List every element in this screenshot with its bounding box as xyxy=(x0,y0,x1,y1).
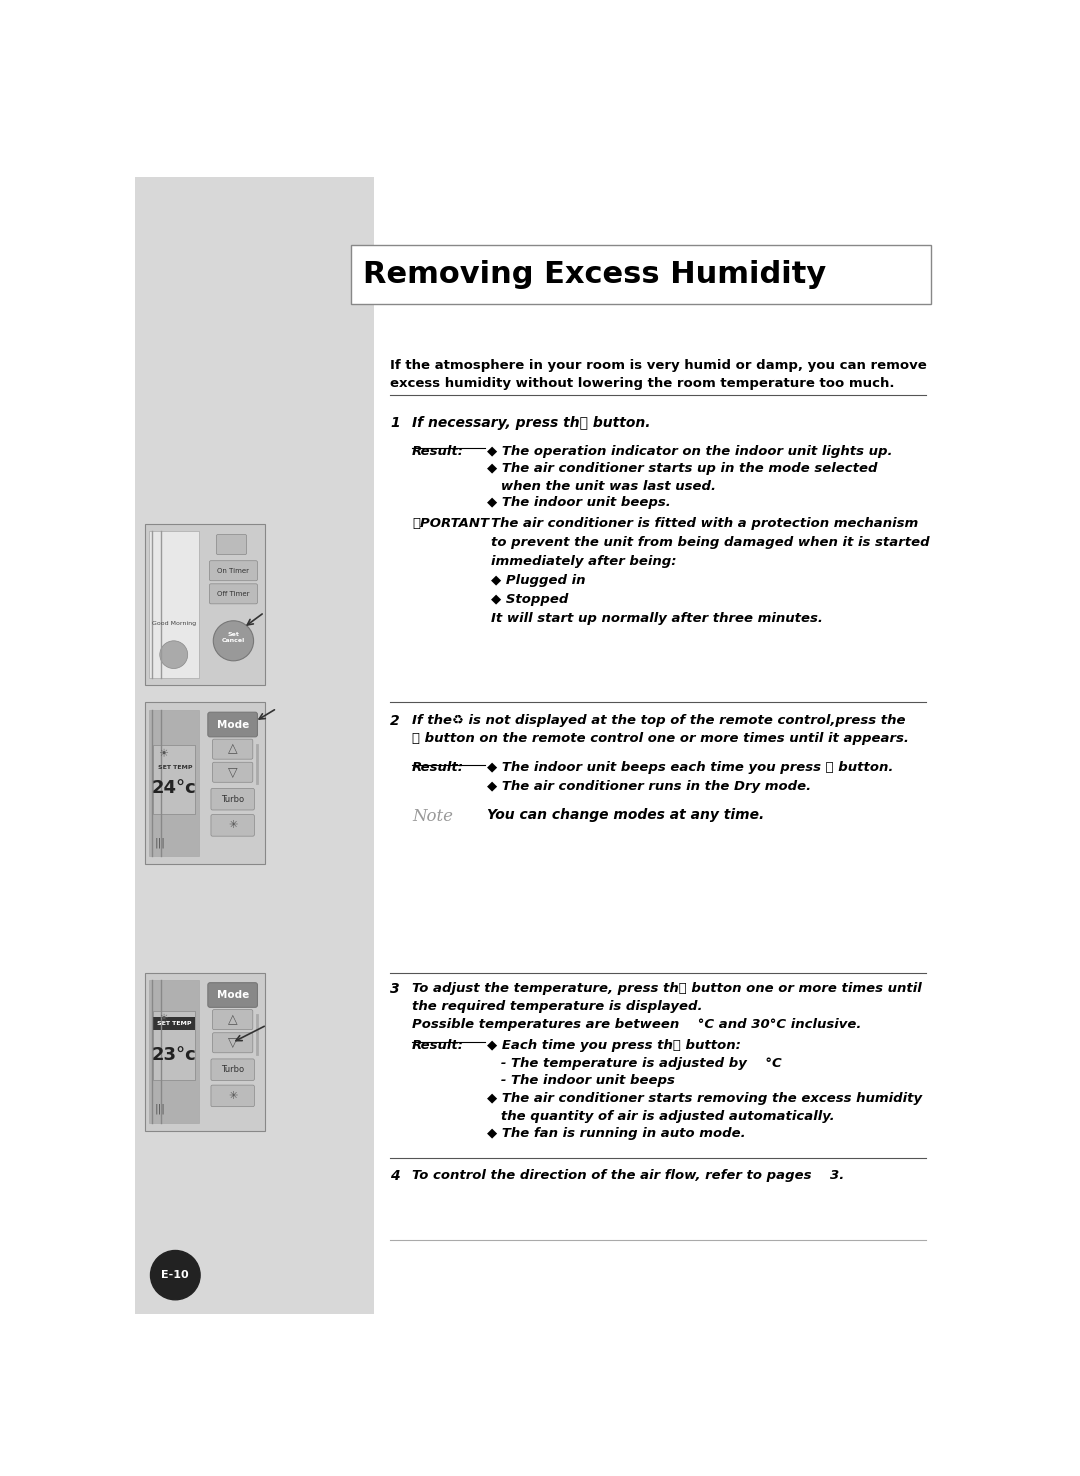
Text: Off Timer: Off Timer xyxy=(217,590,249,596)
Text: ◆ The air conditioner runs in the Dry mode.: ◆ The air conditioner runs in the Dry mo… xyxy=(487,779,811,793)
Text: Turbo: Turbo xyxy=(221,794,244,804)
Text: ◆ The air conditioner starts up in the mode selected
   when the unit was last u: ◆ The air conditioner starts up in the m… xyxy=(487,462,878,493)
Text: Result:: Result: xyxy=(411,1039,464,1052)
FancyBboxPatch shape xyxy=(211,1085,255,1107)
Text: To adjust the temperature, press thⓈ button one or more times until
the required: To adjust the temperature, press thⓈ but… xyxy=(411,982,921,1030)
Text: ◆ Each time you press thⓈ button:: ◆ Each time you press thⓈ button: xyxy=(487,1039,741,1052)
Text: |||: ||| xyxy=(154,1104,165,1114)
Text: 1: 1 xyxy=(390,416,400,430)
Text: △: △ xyxy=(228,742,238,756)
Bar xyxy=(145,703,266,863)
Bar xyxy=(153,744,195,813)
Text: Result:: Result: xyxy=(411,762,464,775)
Text: ☀: ☀ xyxy=(159,1014,168,1024)
Text: SET TEMP: SET TEMP xyxy=(159,765,192,770)
Text: The air conditioner is fitted with a protection mechanism
to prevent the unit fr: The air conditioner is fitted with a pro… xyxy=(491,517,930,624)
Text: |||: ||| xyxy=(154,837,165,847)
FancyBboxPatch shape xyxy=(210,584,257,604)
FancyBboxPatch shape xyxy=(207,983,257,1007)
Text: 3: 3 xyxy=(390,982,400,996)
Text: If the atmosphere in your room is very humid or damp, you can remove
excess humi: If the atmosphere in your room is very h… xyxy=(390,359,927,390)
FancyBboxPatch shape xyxy=(207,713,257,737)
Text: ⓂPORTANT: ⓂPORTANT xyxy=(411,517,489,530)
Text: ◆ The air conditioner starts removing the excess humidity
   the quantity of air: ◆ The air conditioner starts removing th… xyxy=(487,1092,922,1123)
Circle shape xyxy=(213,621,254,661)
Text: ▽: ▽ xyxy=(228,766,238,779)
Text: Note: Note xyxy=(411,807,453,825)
Text: △: △ xyxy=(228,1013,238,1026)
Bar xyxy=(145,524,266,685)
Text: Good Morning: Good Morning xyxy=(151,621,195,626)
Text: Mode: Mode xyxy=(216,990,248,1001)
Text: ✳: ✳ xyxy=(228,821,238,831)
FancyBboxPatch shape xyxy=(213,1010,253,1030)
Text: Result:: Result: xyxy=(411,446,464,458)
Text: You can change modes at any time.: You can change modes at any time. xyxy=(487,807,765,822)
Text: - The indoor unit beeps: - The indoor unit beeps xyxy=(487,1075,675,1088)
Text: ◆ The operation indicator on the indoor unit lights up.: ◆ The operation indicator on the indoor … xyxy=(487,446,893,458)
FancyBboxPatch shape xyxy=(213,1033,253,1052)
Bar xyxy=(149,710,200,856)
Bar xyxy=(145,973,266,1131)
Text: 24°c: 24°c xyxy=(151,779,197,797)
Text: ◆ The indoor unit beeps.: ◆ The indoor unit beeps. xyxy=(487,496,671,509)
FancyBboxPatch shape xyxy=(213,762,253,782)
Text: Turbo: Turbo xyxy=(221,1066,244,1075)
Text: 23°c: 23°c xyxy=(151,1046,197,1064)
Bar xyxy=(135,177,374,1314)
Text: 4: 4 xyxy=(390,1169,400,1182)
Text: SET TEMP: SET TEMP xyxy=(157,1021,191,1026)
Text: ☀: ☀ xyxy=(159,750,168,760)
Circle shape xyxy=(160,641,188,669)
Text: ◆ The fan is running in auto mode.: ◆ The fan is running in auto mode. xyxy=(487,1128,746,1141)
Text: To control the direction of the air flow, refer to pages    3.: To control the direction of the air flow… xyxy=(411,1169,845,1182)
Text: ✳: ✳ xyxy=(228,1091,238,1101)
Text: Set
Cancel: Set Cancel xyxy=(221,632,245,644)
Text: If the♻ is not displayed at the top of the remote control,press the
Ⓜ button on : If the♻ is not displayed at the top of t… xyxy=(411,714,909,745)
Circle shape xyxy=(150,1250,200,1300)
FancyBboxPatch shape xyxy=(216,534,246,555)
FancyBboxPatch shape xyxy=(211,815,255,837)
FancyBboxPatch shape xyxy=(211,1058,255,1080)
Text: - The temperature is adjusted by    °C: - The temperature is adjusted by °C xyxy=(487,1057,782,1070)
FancyBboxPatch shape xyxy=(210,561,257,580)
FancyBboxPatch shape xyxy=(213,739,253,759)
Text: E-10: E-10 xyxy=(162,1271,189,1280)
Text: ▽: ▽ xyxy=(228,1036,238,1049)
Text: Removing Excess Humidity: Removing Excess Humidity xyxy=(363,260,826,289)
Bar xyxy=(153,1017,195,1030)
Text: 2: 2 xyxy=(390,714,400,728)
Bar xyxy=(153,1011,195,1080)
FancyBboxPatch shape xyxy=(211,788,255,810)
FancyBboxPatch shape xyxy=(351,245,931,304)
Text: Mode: Mode xyxy=(216,719,248,729)
Bar xyxy=(149,980,200,1123)
Text: On Timer: On Timer xyxy=(217,568,249,574)
Bar xyxy=(149,531,200,677)
Text: ◆ The indoor unit beeps each time you press Ⓜ button.: ◆ The indoor unit beeps each time you pr… xyxy=(487,762,893,775)
Text: If necessary, press thⓈ button.: If necessary, press thⓈ button. xyxy=(411,416,650,430)
